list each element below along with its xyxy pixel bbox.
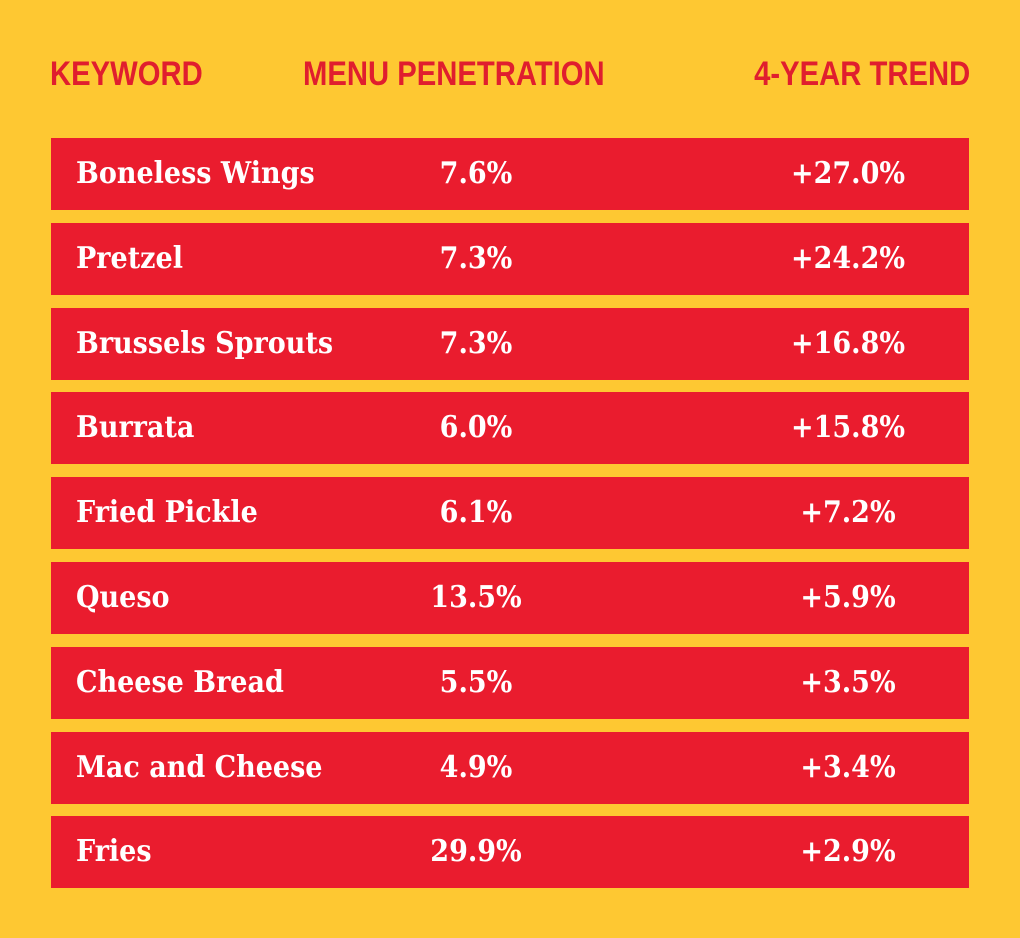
row-menu-penetration: 29.9% xyxy=(430,834,522,870)
row-menu-penetration: 6.1% xyxy=(439,495,513,531)
row-keyword: Fries xyxy=(76,834,152,870)
row-4-year-trend: +24.2% xyxy=(790,240,906,276)
row-keyword: Queso xyxy=(76,579,170,615)
table-row: Mac and Cheese 4.9% +3.4% xyxy=(51,731,969,804)
table-body: Boneless Wings 7.6% +27.0% Pretzel 7.3% … xyxy=(51,138,969,901)
table-row: Pretzel 7.3% +24.2% xyxy=(51,222,969,295)
table-row: Fries 29.9% +2.9% xyxy=(51,816,969,889)
header-keyword: KEYWORD xyxy=(50,55,203,93)
header-4-year-trend: 4-YEAR TREND xyxy=(753,55,970,93)
row-4-year-trend: +3.5% xyxy=(800,664,896,700)
row-menu-penetration: 13.5% xyxy=(430,579,522,615)
row-keyword: Pretzel xyxy=(76,240,183,276)
row-4-year-trend: +3.4% xyxy=(800,749,896,785)
row-4-year-trend: +7.2% xyxy=(800,495,896,531)
row-menu-penetration: 4.9% xyxy=(439,749,513,785)
row-menu-penetration: 7.3% xyxy=(439,325,513,361)
row-4-year-trend: +27.0% xyxy=(790,156,906,191)
row-menu-penetration: 5.5% xyxy=(439,664,513,700)
table-row: Boneless Wings 7.6% +27.0% xyxy=(51,138,969,210)
row-4-year-trend: +15.8% xyxy=(790,410,906,446)
table-header: KEYWORD MENU PENETRATION 4-YEAR TREND xyxy=(0,48,1020,100)
row-menu-penetration: 7.3% xyxy=(439,240,513,276)
row-keyword: Cheese Bread xyxy=(76,664,284,700)
table-row: Brussels Sprouts 7.3% +16.8% xyxy=(51,307,969,380)
table-row: Fried Pickle 6.1% +7.2% xyxy=(51,477,969,550)
row-keyword: Burrata xyxy=(76,410,195,446)
row-keyword: Brussels Sprouts xyxy=(76,325,334,361)
row-keyword: Mac and Cheese xyxy=(76,749,323,785)
row-4-year-trend: +16.8% xyxy=(790,325,906,361)
row-menu-penetration: 7.6% xyxy=(439,156,513,191)
row-4-year-trend: +2.9% xyxy=(800,834,896,870)
row-keyword: Fried Pickle xyxy=(76,495,258,531)
header-menu-penetration: MENU PENETRATION xyxy=(303,55,605,93)
table-row: Cheese Bread 5.5% +3.5% xyxy=(51,646,969,719)
row-4-year-trend: +5.9% xyxy=(800,579,896,615)
row-keyword: Boneless Wings xyxy=(76,156,315,191)
table-row: Burrata 6.0% +15.8% xyxy=(51,392,969,465)
table-row: Queso 13.5% +5.9% xyxy=(51,561,969,634)
row-menu-penetration: 6.0% xyxy=(439,410,513,446)
